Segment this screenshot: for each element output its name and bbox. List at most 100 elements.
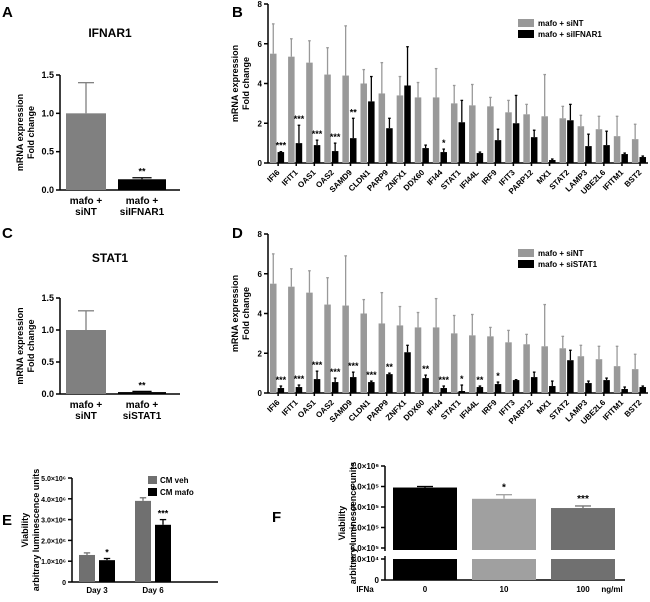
x-tick-label: IRF9 <box>480 398 499 417</box>
legend-label: CM mafo <box>160 488 194 497</box>
x-tick-label: Day 3 <box>86 586 108 595</box>
bar <box>494 384 502 393</box>
bar <box>577 356 585 393</box>
bar <box>432 97 440 163</box>
y-tick-label: 2 <box>258 119 263 128</box>
bar <box>476 387 484 393</box>
significance-label: * <box>496 371 500 381</box>
bar <box>621 389 628 393</box>
panel-label: C <box>2 225 13 242</box>
bar <box>530 377 538 393</box>
x-tick-label: DDX60 <box>402 168 427 193</box>
legend-swatch <box>518 249 534 257</box>
y-tick-label: 8.0×10⁵ <box>351 503 380 512</box>
bar <box>306 292 313 393</box>
bar <box>368 382 375 393</box>
y-tick-label: 4.0×10⁶ <box>41 497 66 504</box>
bar <box>487 106 494 163</box>
bar <box>639 157 647 163</box>
y-axis-label: arbitrary luminescence units <box>31 469 41 592</box>
bar-lower-segment <box>472 559 536 580</box>
bar <box>440 152 447 163</box>
bar <box>613 366 621 393</box>
bar <box>472 498 536 550</box>
significance-label: *** <box>348 361 359 371</box>
bar <box>324 304 331 393</box>
significance-label: *** <box>276 375 287 385</box>
significance-label: * <box>442 138 446 148</box>
y-tick-label: 0 <box>62 580 66 587</box>
y-axis-label: Fold change <box>26 106 36 159</box>
y-tick-label: 6 <box>258 270 263 279</box>
bar <box>66 113 106 190</box>
y-tick-label: 1.0×10⁴ <box>350 555 379 564</box>
bar <box>432 327 440 393</box>
bar-lower-segment <box>393 559 457 580</box>
bar <box>277 388 285 393</box>
bar <box>288 56 295 164</box>
x-tick-label: siNT <box>75 207 97 218</box>
legend-label: mafo + siSTAT1 <box>538 260 598 269</box>
bar <box>360 83 367 163</box>
significance-label: *** <box>312 129 323 139</box>
bar <box>422 378 429 393</box>
bar <box>469 335 476 393</box>
bar <box>603 380 610 393</box>
bar <box>288 286 295 393</box>
bar <box>396 325 404 393</box>
significance-label: * <box>502 483 506 494</box>
bar <box>595 359 603 393</box>
bar <box>621 154 628 163</box>
legend-label: CM veh <box>160 476 189 485</box>
x-tick-label: mafo + <box>70 400 103 411</box>
y-tick-label: 5.0×10⁶ <box>41 476 66 483</box>
legend-swatch <box>148 488 157 496</box>
bar <box>494 140 502 163</box>
y-tick-label: 7.0×10⁵ <box>351 524 380 533</box>
legend-swatch <box>518 260 534 268</box>
bar <box>458 391 466 393</box>
bar <box>631 139 639 163</box>
chart-title: IFNAR1 <box>88 26 132 40</box>
bar <box>551 508 615 550</box>
y-axis-label: Viability <box>337 506 347 540</box>
bar <box>396 95 404 163</box>
x-tick-label: mafo + <box>126 196 159 207</box>
bar <box>450 333 458 393</box>
bar <box>386 374 393 393</box>
y-tick-label: 1.5 <box>41 70 54 80</box>
significance-label: ** <box>386 362 394 372</box>
significance-label: *** <box>294 374 305 384</box>
y-tick-label: 8 <box>258 230 263 239</box>
panel-label: F <box>272 509 281 526</box>
bar <box>559 348 567 393</box>
y-tick-label: 4 <box>258 310 263 319</box>
y-axis-label: mRNA expression <box>15 307 25 384</box>
x-tick-label: siSTAT1 <box>123 411 162 422</box>
y-axis-label: Fold change <box>26 319 36 372</box>
bar <box>530 137 538 163</box>
bar <box>487 336 494 393</box>
y-tick-label: 0 <box>258 389 263 398</box>
legend-swatch <box>518 19 534 27</box>
x-tick-label: mafo + <box>70 196 103 207</box>
legend-swatch <box>148 476 157 484</box>
significance-label: ** <box>476 375 484 385</box>
x-tick-label: STAT1 <box>439 168 463 192</box>
bar <box>404 85 411 163</box>
bar <box>378 93 386 163</box>
panel-label: D <box>232 225 243 242</box>
significance-label: *** <box>312 360 323 370</box>
y-tick-label: 1.0×10⁶ <box>41 559 66 566</box>
y-tick-label: 1.0 <box>41 325 54 335</box>
significance-label: ** <box>138 167 146 177</box>
x-tick-label: IFI44L <box>458 398 481 421</box>
bar <box>585 146 592 163</box>
panel-label: B <box>232 4 243 21</box>
bar <box>135 500 151 582</box>
chart-title: STAT1 <box>92 251 129 265</box>
x-tick-label: IFI44L <box>458 168 481 191</box>
bar <box>306 62 313 163</box>
y-tick-label: 0.0 <box>41 389 54 399</box>
significance-label: *** <box>330 367 341 377</box>
